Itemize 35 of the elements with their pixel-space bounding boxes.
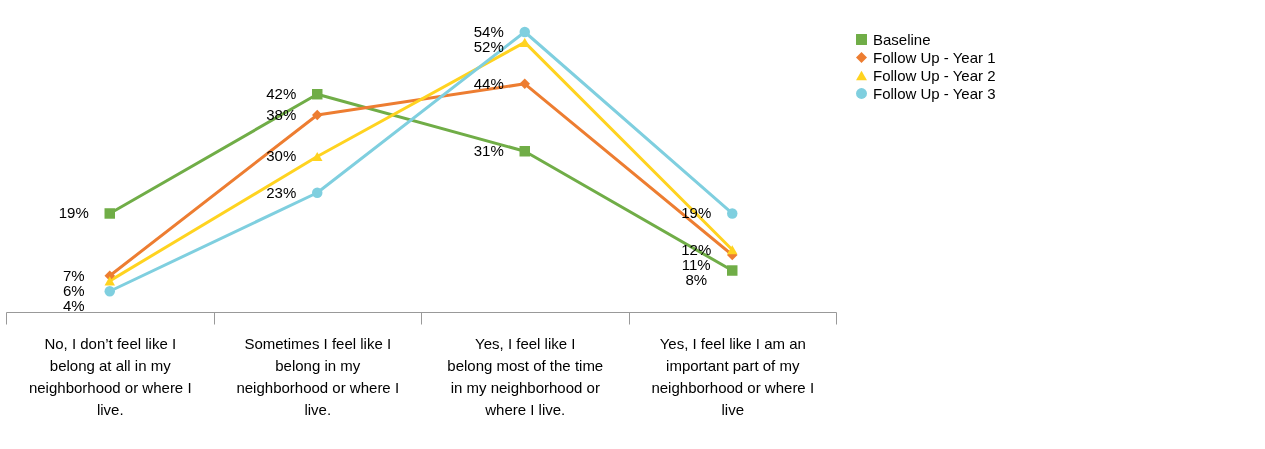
x-tick-label: Yes, I feel like I belong most of the time in my neighborhood or where I live. [447,334,604,418]
point [312,151,323,161]
point [104,208,115,219]
point [104,276,115,286]
legend-label: Follow Up - Year 3 [873,84,996,102]
point [519,78,530,90]
data-label: 8% [685,270,708,288]
legend-label: Follow Up - Year 2 [873,66,996,84]
x-tick-label: Sometimes I feel like I belong in my neighborhood or where I live. [236,334,400,418]
data-label: 6% [62,281,85,299]
point [519,146,530,157]
point [312,109,323,121]
legend-label: Follow Up - Year 1 [873,48,996,66]
point [519,37,530,47]
x-tick-label: Yes, I feel like I am an important part of my neighborhood or where I live [651,334,815,418]
data-label: 4% [62,296,85,314]
point [727,208,738,219]
point [519,26,530,38]
data-label: 11% [681,255,711,273]
x-tick-label: No, I don’t feel like I belong at all in my neighborhood or where I live. [28,334,192,418]
point [727,265,738,276]
point [312,88,323,100]
data-label: 54% [473,23,504,40]
point [104,286,115,297]
data-label: 19% [58,204,89,222]
data-label: 44% [473,74,504,92]
data-label: 7% [62,266,85,284]
data-label: 23% [266,183,297,201]
data-label: 31% [473,142,504,160]
point [727,245,738,255]
point [312,187,323,198]
legend-label: Baseline [873,30,931,48]
data-label: 42% [266,85,297,103]
data-label: 52% [473,38,504,55]
data-label: 30% [266,147,297,165]
